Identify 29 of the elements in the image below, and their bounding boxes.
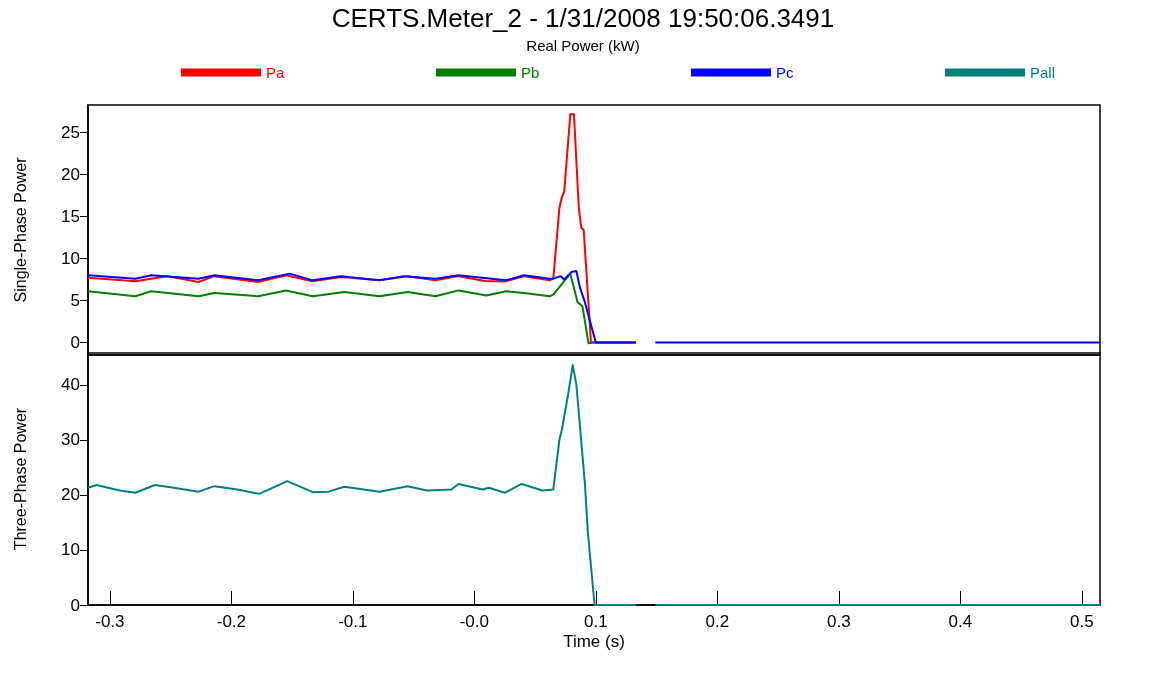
y-tick-label: 30 [61, 430, 80, 450]
text: Pa [266, 64, 285, 81]
x-tick-label: 0.3 [826, 612, 851, 631]
text: Pb [521, 64, 540, 81]
x-tick-label: -0.1 [338, 612, 368, 631]
y-tick-label: 5 [70, 290, 80, 310]
y-tick-label: 20 [61, 165, 80, 185]
x-axis-title: Time (s) [563, 632, 625, 651]
x-tick-label: 0.1 [584, 612, 608, 631]
y-tick-label: 0 [70, 332, 80, 352]
y-tick-label: 0 [70, 595, 80, 615]
x-tick-label: -0.2 [216, 612, 246, 631]
chart-title: CERTS.Meter_2 - 1/31/2008 19:50:06.3491 [331, 3, 835, 33]
y-tick-label: 25 [61, 123, 80, 143]
y-tick-label: 15 [61, 207, 80, 227]
text: Pall [1030, 64, 1056, 81]
x-tick-label: 0.2 [705, 612, 730, 631]
y-tick-label: 10 [61, 249, 80, 269]
text: Pc [776, 64, 794, 81]
y-tick-label: 40 [61, 375, 80, 395]
y-tick-label: 20 [61, 485, 80, 505]
y-axis-title: Three-Phase Power [11, 407, 29, 551]
x-tick-label: 0.4 [948, 612, 973, 631]
y-tick-label: 10 [61, 540, 80, 560]
x-tick-label: -0.0 [459, 612, 489, 631]
y-axis-title: Single-Phase Power [11, 156, 29, 303]
x-tick-label: -0.3 [95, 612, 125, 631]
x-tick-label: 0.5 [1069, 612, 1094, 631]
chart-subtitle: Real Power (kW) [526, 37, 640, 54]
